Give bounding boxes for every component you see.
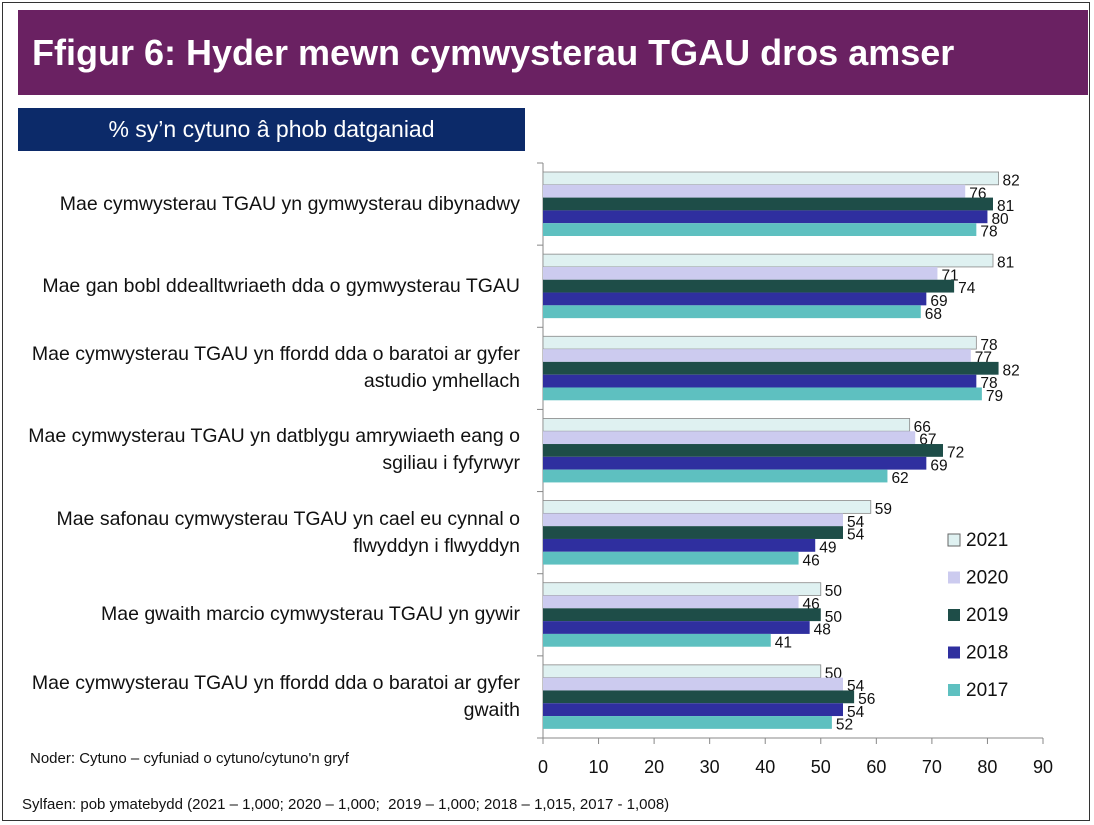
bar [542,171,999,186]
bar [543,223,977,236]
value-label: 69 [930,293,947,310]
value-label: 49 [819,539,836,556]
value-label: 72 [947,445,964,462]
value-label: 82 [1003,362,1020,379]
value-label: 54 [847,704,865,721]
legend-label: 2017 [966,680,1008,701]
bar [543,595,799,609]
bar [543,703,843,717]
value-label: 46 [803,552,820,569]
bar [543,431,916,445]
x-tick-label: 50 [811,757,831,777]
bar [543,551,799,565]
legend-label: 2018 [966,643,1008,664]
value-label: 81 [997,255,1014,272]
legend-label: 2020 [966,568,1008,589]
value-label: 69 [930,457,947,474]
x-tick-label: 30 [700,757,720,777]
legend-swatch [947,533,961,547]
value-label: 54 [847,527,865,544]
value-label: 59 [875,501,892,518]
chart-title: Ffigur 6: Hyder mewn cymwysterau TGAU dr… [18,10,1088,95]
x-tick-label: 80 [977,757,997,777]
legend-swatch [948,684,960,696]
value-label: 78 [980,375,997,392]
category-label: Mae cymwysterau TGAU yn gymwysterau diby… [59,192,520,215]
value-label: 48 [814,622,831,639]
value-label: 66 [914,419,931,436]
category-label: Mae cymwysterau TGAU yn ffordd dda o bar… [31,343,520,393]
value-label: 78 [980,224,997,241]
bar [543,292,927,306]
value-label: 82 [1003,172,1020,189]
bar [543,210,988,224]
bar [543,361,999,375]
bar [543,197,993,211]
legend-label: 2019 [966,605,1008,626]
bar [543,374,977,388]
bar [542,253,994,268]
value-label: 56 [858,691,875,708]
value-label: 54 [847,514,865,531]
bar [543,349,971,362]
value-label: 68 [925,306,942,323]
legend-swatch [948,609,960,621]
value-label: 62 [891,470,908,487]
value-label: 50 [825,583,843,600]
legend-label: 2021 [966,530,1008,551]
chart-subtitle: % sy’n cytuno â phob datganiad [18,108,525,151]
bar [543,456,927,470]
value-label: 81 [997,198,1014,215]
bar [542,335,977,350]
legend-swatch [948,646,960,659]
bar [543,621,810,634]
bar [543,266,938,280]
bar [543,538,816,552]
footer: Sylfaen: pob ymatebydd (2021 – 1,000; 20… [22,796,670,813]
value-label: 80 [991,211,1009,228]
value-label: 79 [986,388,1003,405]
x-tick-label: 40 [755,757,775,777]
x-tick-label: 20 [644,757,664,777]
bar [543,444,943,457]
bar [543,184,966,198]
bar [543,677,843,691]
bar [542,500,872,514]
category-label: Mae cymwysterau TGAU yn ffordd dda o bar… [31,671,520,721]
x-tick-label: 70 [922,757,942,777]
value-label: 50 [825,609,843,626]
x-tick-label: 60 [866,757,886,777]
value-label: 74 [958,280,976,297]
bar [542,418,911,432]
bar [543,608,821,622]
value-label: 52 [836,717,853,734]
bar [543,387,982,401]
bar [543,469,888,483]
bar [542,582,822,596]
bar [543,716,832,729]
bar [543,633,771,647]
bar [543,526,843,539]
value-label: 41 [775,634,792,651]
category-label: Mae safonau cymwysterau TGAU yn cael eu … [56,507,520,557]
x-tick-label: 10 [589,757,609,777]
x-tick-label: 90 [1033,757,1053,777]
bar [543,279,955,293]
x-tick-label: 0 [538,757,548,777]
value-label: 78 [980,337,997,354]
bar [543,690,855,704]
bar [543,305,921,319]
category-label: Mae gwaith marcio cymwysterau TGAU yn gy… [100,603,520,626]
note: Noder: Cytuno – cyfuniad o cytuno/cytuno… [30,750,349,767]
bar [542,664,822,679]
bar [543,513,843,527]
category-label: Mae gan bobl ddealltwriaeth dda o gymwys… [42,274,520,297]
legend-swatch [948,571,960,584]
category-label: Mae cymwysterau TGAU yn datblygu amrywia… [28,425,520,475]
